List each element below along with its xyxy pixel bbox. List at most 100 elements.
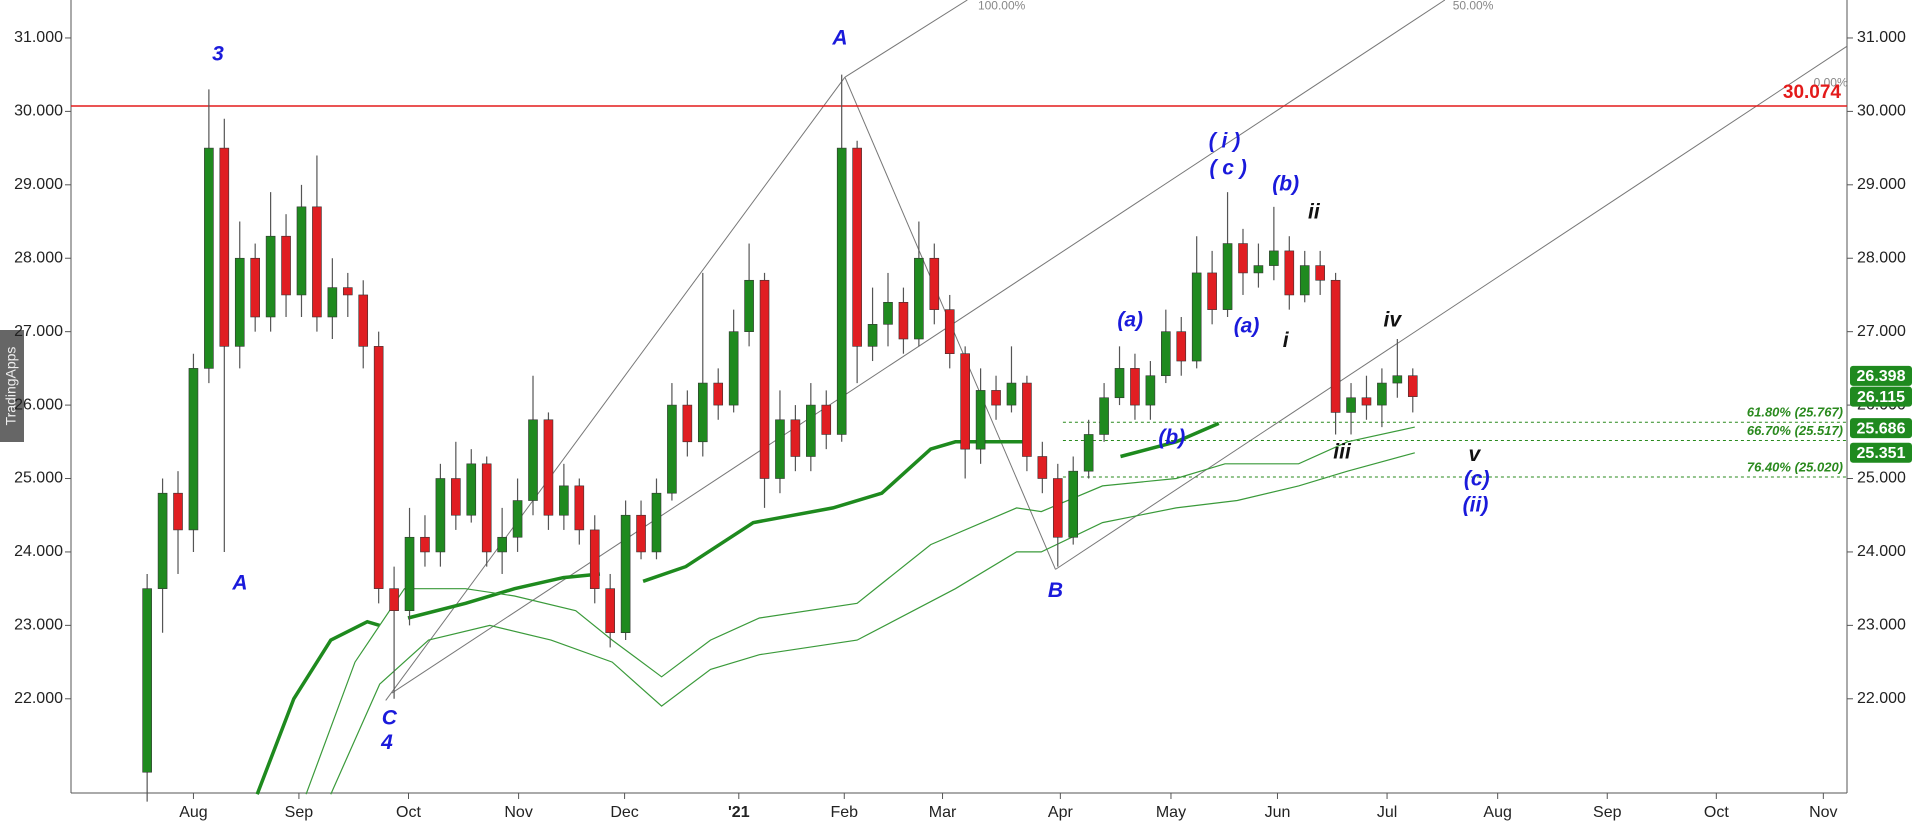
wave-label: (ii) <box>1463 493 1489 516</box>
candle-body <box>574 485 585 531</box>
y-tick-label: 31.000 <box>14 29 63 46</box>
wave-label: (a) <box>1117 308 1143 331</box>
price-badge <box>1850 418 1912 439</box>
candle-body <box>281 235 291 296</box>
candle-body <box>1253 265 1264 274</box>
resistance-label: 30.074 <box>1783 82 1842 103</box>
candle-body <box>1269 250 1279 266</box>
candle-body <box>327 287 338 318</box>
x-tick-label: Aug <box>179 804 207 821</box>
candle-body <box>667 404 677 494</box>
y-tick-label: 28.000 <box>1857 249 1906 266</box>
drawing-label: 100.00% <box>978 0 1026 12</box>
y-tick-label: 28.000 <box>14 249 63 266</box>
candle-body <box>636 514 646 553</box>
candle-body <box>342 287 353 296</box>
wave-label: v <box>1468 443 1481 466</box>
price-badge-label: 25.351 <box>1857 445 1906 462</box>
wave-label: ii <box>1308 201 1321 224</box>
x-tick-label: Sep <box>1593 804 1622 821</box>
candle-body <box>605 588 615 634</box>
candle-body <box>1299 265 1310 296</box>
y-tick-label: 25.000 <box>1857 470 1906 487</box>
candle-body <box>744 279 754 332</box>
candle-body <box>1284 250 1295 296</box>
candle-body <box>1238 243 1248 274</box>
candle-body <box>188 368 199 531</box>
y-tick-label: 22.000 <box>14 690 63 707</box>
candle-body <box>991 390 1001 406</box>
candle-body <box>219 147 230 347</box>
x-tick-label: Mar <box>929 804 957 821</box>
price-badge <box>1850 442 1912 463</box>
candle-body <box>204 147 214 369</box>
candle-body <box>651 492 662 553</box>
wave-label: (a) <box>1234 314 1260 337</box>
candle-body <box>1145 375 1156 406</box>
candle-body <box>1022 382 1032 457</box>
candle-body <box>312 206 322 318</box>
candle-body <box>589 529 600 589</box>
candle-body <box>543 419 554 516</box>
candle-body <box>1330 279 1341 413</box>
candle-body <box>1207 272 1217 310</box>
x-tick-label: Apr <box>1048 804 1074 821</box>
candle-body <box>250 257 260 318</box>
candle-body <box>481 463 492 553</box>
y-tick-label: 30.000 <box>1857 103 1906 120</box>
wave-label: (c) <box>1464 468 1490 491</box>
candle-body <box>528 419 538 501</box>
candle-body <box>775 419 785 479</box>
wave-label: ( i ) <box>1209 130 1241 153</box>
wave-label: B <box>1048 579 1063 602</box>
wave-label: C <box>382 706 398 729</box>
candle-body <box>1176 331 1187 362</box>
candle-body <box>929 257 940 310</box>
candle-body <box>728 331 739 406</box>
y-tick-label: 27.000 <box>1857 323 1906 340</box>
candle-body <box>1191 272 1202 362</box>
fib-label: 66.70% (25.517) <box>1747 423 1843 438</box>
candle-body <box>1052 478 1063 538</box>
watermark-box <box>0 330 24 442</box>
candle-body <box>1407 375 1418 397</box>
candle-body <box>898 301 909 340</box>
candle-body <box>1130 368 1140 406</box>
fib-label: 76.40% (25.020) <box>1747 459 1843 474</box>
candle-body <box>1114 368 1125 399</box>
candle-body <box>960 353 970 450</box>
candle-body <box>975 390 986 450</box>
price-badge-label: 25.686 <box>1857 420 1906 437</box>
trend-line <box>1055 46 1847 570</box>
wave-label: iii <box>1333 441 1352 464</box>
candle-body <box>1222 243 1233 310</box>
candle-body <box>142 588 152 773</box>
candle-body <box>1083 434 1094 472</box>
candle-body <box>852 147 862 347</box>
candle-body <box>497 536 507 553</box>
price-badge-label: 26.398 <box>1857 368 1906 385</box>
x-tick-label: Oct <box>396 804 421 821</box>
price-badge-label: 26.115 <box>1857 389 1905 406</box>
candle-body <box>265 235 276 318</box>
candle-body <box>620 514 631 634</box>
candle-body <box>1006 382 1017 406</box>
candle-body <box>1346 397 1356 413</box>
y-tick-label: 27.000 <box>14 323 63 340</box>
x-tick-label: Feb <box>830 804 858 821</box>
candle-body <box>697 382 708 443</box>
candle-body <box>404 536 415 611</box>
candle-body <box>512 500 523 538</box>
candle-body <box>836 147 847 435</box>
x-tick-label: Nov <box>1809 804 1837 821</box>
y-tick-label: 23.000 <box>1857 617 1906 634</box>
y-tick-label: 30.000 <box>14 103 63 120</box>
candle-body <box>1392 375 1403 384</box>
wave-label: ( c ) <box>1209 157 1246 180</box>
y-tick-label: 29.000 <box>14 176 63 193</box>
candle-body <box>713 382 724 406</box>
x-tick-label: Oct <box>1704 804 1729 821</box>
